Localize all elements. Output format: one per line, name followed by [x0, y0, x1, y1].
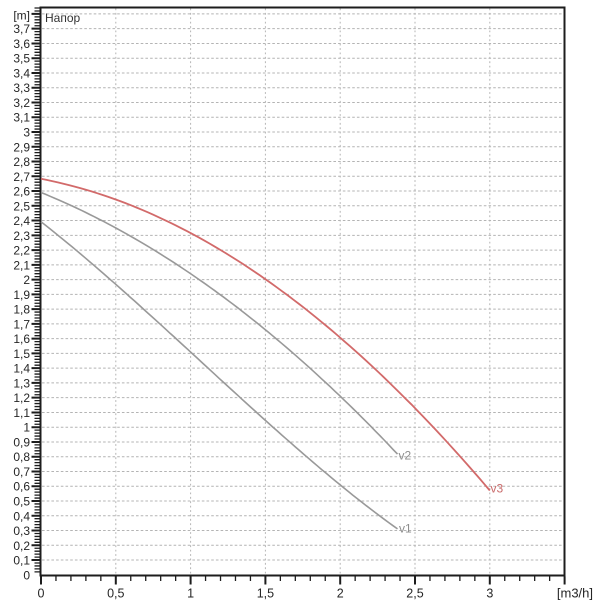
svg-text:3,1: 3,1 [13, 111, 30, 125]
svg-text:2,6: 2,6 [13, 185, 30, 199]
svg-text:3,2: 3,2 [13, 96, 30, 110]
svg-text:1,6: 1,6 [13, 332, 30, 346]
svg-text:1: 1 [23, 421, 30, 435]
svg-text:0: 0 [38, 586, 45, 600]
svg-text:3,5: 3,5 [13, 52, 30, 66]
svg-text:3,6: 3,6 [13, 37, 30, 51]
svg-text:2,1: 2,1 [13, 258, 30, 272]
svg-text:0,6: 0,6 [13, 480, 30, 494]
svg-text:2,8: 2,8 [13, 155, 30, 169]
svg-text:2,9: 2,9 [13, 140, 30, 154]
svg-text:0,8: 0,8 [13, 450, 30, 464]
svg-text:2,3: 2,3 [13, 229, 30, 243]
svg-text:2: 2 [337, 586, 344, 600]
svg-text:0,7: 0,7 [13, 465, 30, 479]
svg-text:[m3/h]: [m3/h] [557, 585, 593, 600]
svg-text:1,5: 1,5 [257, 586, 274, 600]
svg-text:1,4: 1,4 [13, 362, 30, 376]
svg-text:1: 1 [187, 586, 194, 600]
svg-text:2,4: 2,4 [13, 214, 30, 228]
svg-text:0,5: 0,5 [13, 495, 30, 509]
svg-text:[m]: [m] [13, 8, 30, 22]
svg-text:v1: v1 [399, 522, 412, 536]
svg-text:Напор: Напор [45, 11, 81, 25]
svg-text:3: 3 [486, 586, 493, 600]
svg-text:0,3: 0,3 [13, 524, 30, 538]
svg-text:2,5: 2,5 [406, 586, 423, 600]
svg-text:3: 3 [23, 126, 30, 140]
svg-text:3,7: 3,7 [13, 22, 30, 36]
svg-text:1,9: 1,9 [13, 288, 30, 302]
svg-text:0,4: 0,4 [13, 509, 30, 523]
svg-text:2: 2 [23, 273, 30, 287]
svg-text:2,2: 2,2 [13, 244, 30, 258]
svg-text:1,7: 1,7 [13, 317, 30, 331]
svg-text:0,1: 0,1 [13, 554, 30, 568]
svg-text:1,3: 1,3 [13, 376, 30, 390]
svg-text:0,2: 0,2 [13, 539, 30, 553]
svg-text:0: 0 [23, 568, 30, 582]
svg-text:1,8: 1,8 [13, 303, 30, 317]
svg-text:3,4: 3,4 [13, 67, 30, 81]
svg-text:v2: v2 [399, 449, 412, 463]
svg-text:2,5: 2,5 [13, 199, 30, 213]
svg-text:0,9: 0,9 [13, 436, 30, 450]
svg-text:1,2: 1,2 [13, 391, 30, 405]
svg-text:v3: v3 [491, 482, 504, 496]
svg-text:1,1: 1,1 [13, 406, 30, 420]
svg-text:0,5: 0,5 [107, 586, 124, 600]
svg-text:2,7: 2,7 [13, 170, 30, 184]
svg-text:3,3: 3,3 [13, 81, 30, 95]
svg-text:1,5: 1,5 [13, 347, 30, 361]
